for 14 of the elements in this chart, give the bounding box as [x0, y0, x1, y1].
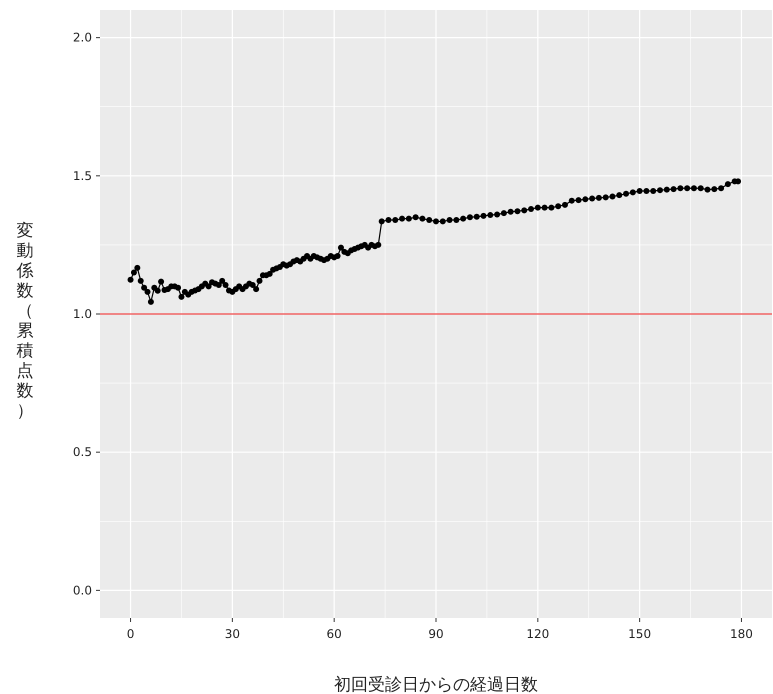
y-tick-label: 1.5 — [72, 168, 92, 183]
x-tick-label: 90 — [428, 627, 444, 641]
y-tick-label: 2.0 — [72, 30, 92, 45]
x-tick-label: 30 — [224, 627, 240, 641]
y-tick-label: 1.0 — [72, 307, 92, 321]
y-tick-label: 0.5 — [72, 445, 92, 460]
x-tick-label: 0 — [126, 627, 134, 641]
x-tick-label: 180 — [730, 627, 753, 641]
y-tick-label: 0.0 — [72, 583, 92, 598]
x-tick-label: 60 — [326, 627, 342, 641]
x-tick-label: 150 — [628, 627, 652, 641]
text: 変動係数（累積点数） — [16, 221, 34, 421]
x-tick-label: 120 — [526, 627, 550, 641]
x-axis-title: 初回受診日からの経過日数 — [334, 675, 538, 694]
